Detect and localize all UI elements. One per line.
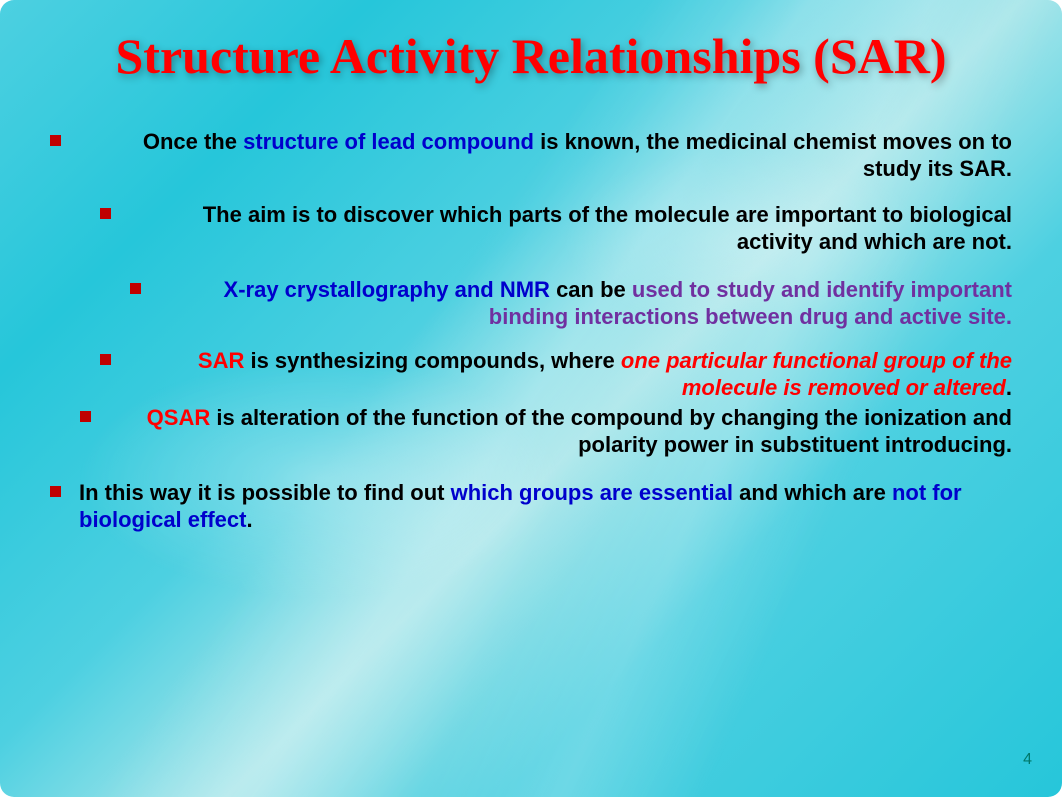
- bullet-text: In this way it is possible to find out w…: [79, 479, 1012, 534]
- text-segment: X-ray crystallography and NMR: [224, 277, 550, 302]
- bullet-text: QSAR is alteration of the function of th…: [109, 404, 1012, 459]
- bullet-item: X-ray crystallography and NMR can be use…: [130, 276, 1012, 331]
- bullet-text: Once the structure of lead compound is k…: [79, 128, 1012, 183]
- text-segment: structure of lead compound: [243, 129, 534, 154]
- bullet-text: X-ray crystallography and NMR can be use…: [159, 276, 1012, 331]
- bullet-square-icon: [100, 354, 111, 365]
- bullet-item: QSAR is alteration of the function of th…: [80, 404, 1012, 459]
- text-segment: is synthesizing compounds, where: [244, 348, 621, 373]
- slide: Structure Activity Relationships (SAR) O…: [0, 0, 1062, 797]
- bullet-item: Once the structure of lead compound is k…: [50, 128, 1012, 183]
- bullet-text: SAR is synthesizing compounds, where one…: [129, 347, 1012, 402]
- slide-title: Structure Activity Relationships (SAR): [50, 30, 1012, 83]
- bullet-square-icon: [50, 135, 61, 146]
- bullet-square-icon: [130, 283, 141, 294]
- text-segment: In this way it is possible to find out: [79, 480, 451, 505]
- text-segment: QSAR: [147, 405, 211, 430]
- text-segment: is known, the medicinal chemist moves on…: [534, 129, 1012, 182]
- text-segment: and which are: [733, 480, 892, 505]
- text-segment: SAR: [198, 348, 244, 373]
- text-segment: which groups are essential: [451, 480, 733, 505]
- bullet-square-icon: [50, 486, 61, 497]
- text-segment: is alteration of the function of the com…: [210, 405, 1012, 458]
- bullet-square-icon: [80, 411, 91, 422]
- bullet-square-icon: [100, 208, 111, 219]
- slide-content: Once the structure of lead compound is k…: [50, 128, 1012, 534]
- bullet-text: The aim is to discover which parts of th…: [129, 201, 1012, 256]
- text-segment: one particular functional group of the m…: [621, 348, 1012, 401]
- text-segment: .: [1006, 375, 1012, 400]
- page-number: 4: [1023, 751, 1032, 769]
- text-segment: The aim is to discover which parts of th…: [203, 202, 1012, 255]
- text-segment: Once the: [143, 129, 243, 154]
- text-segment: .: [246, 507, 252, 532]
- bullet-item: SAR is synthesizing compounds, where one…: [100, 347, 1012, 402]
- bullet-item: The aim is to discover which parts of th…: [100, 201, 1012, 256]
- bullet-item: In this way it is possible to find out w…: [50, 479, 1012, 534]
- text-segment: can be: [550, 277, 632, 302]
